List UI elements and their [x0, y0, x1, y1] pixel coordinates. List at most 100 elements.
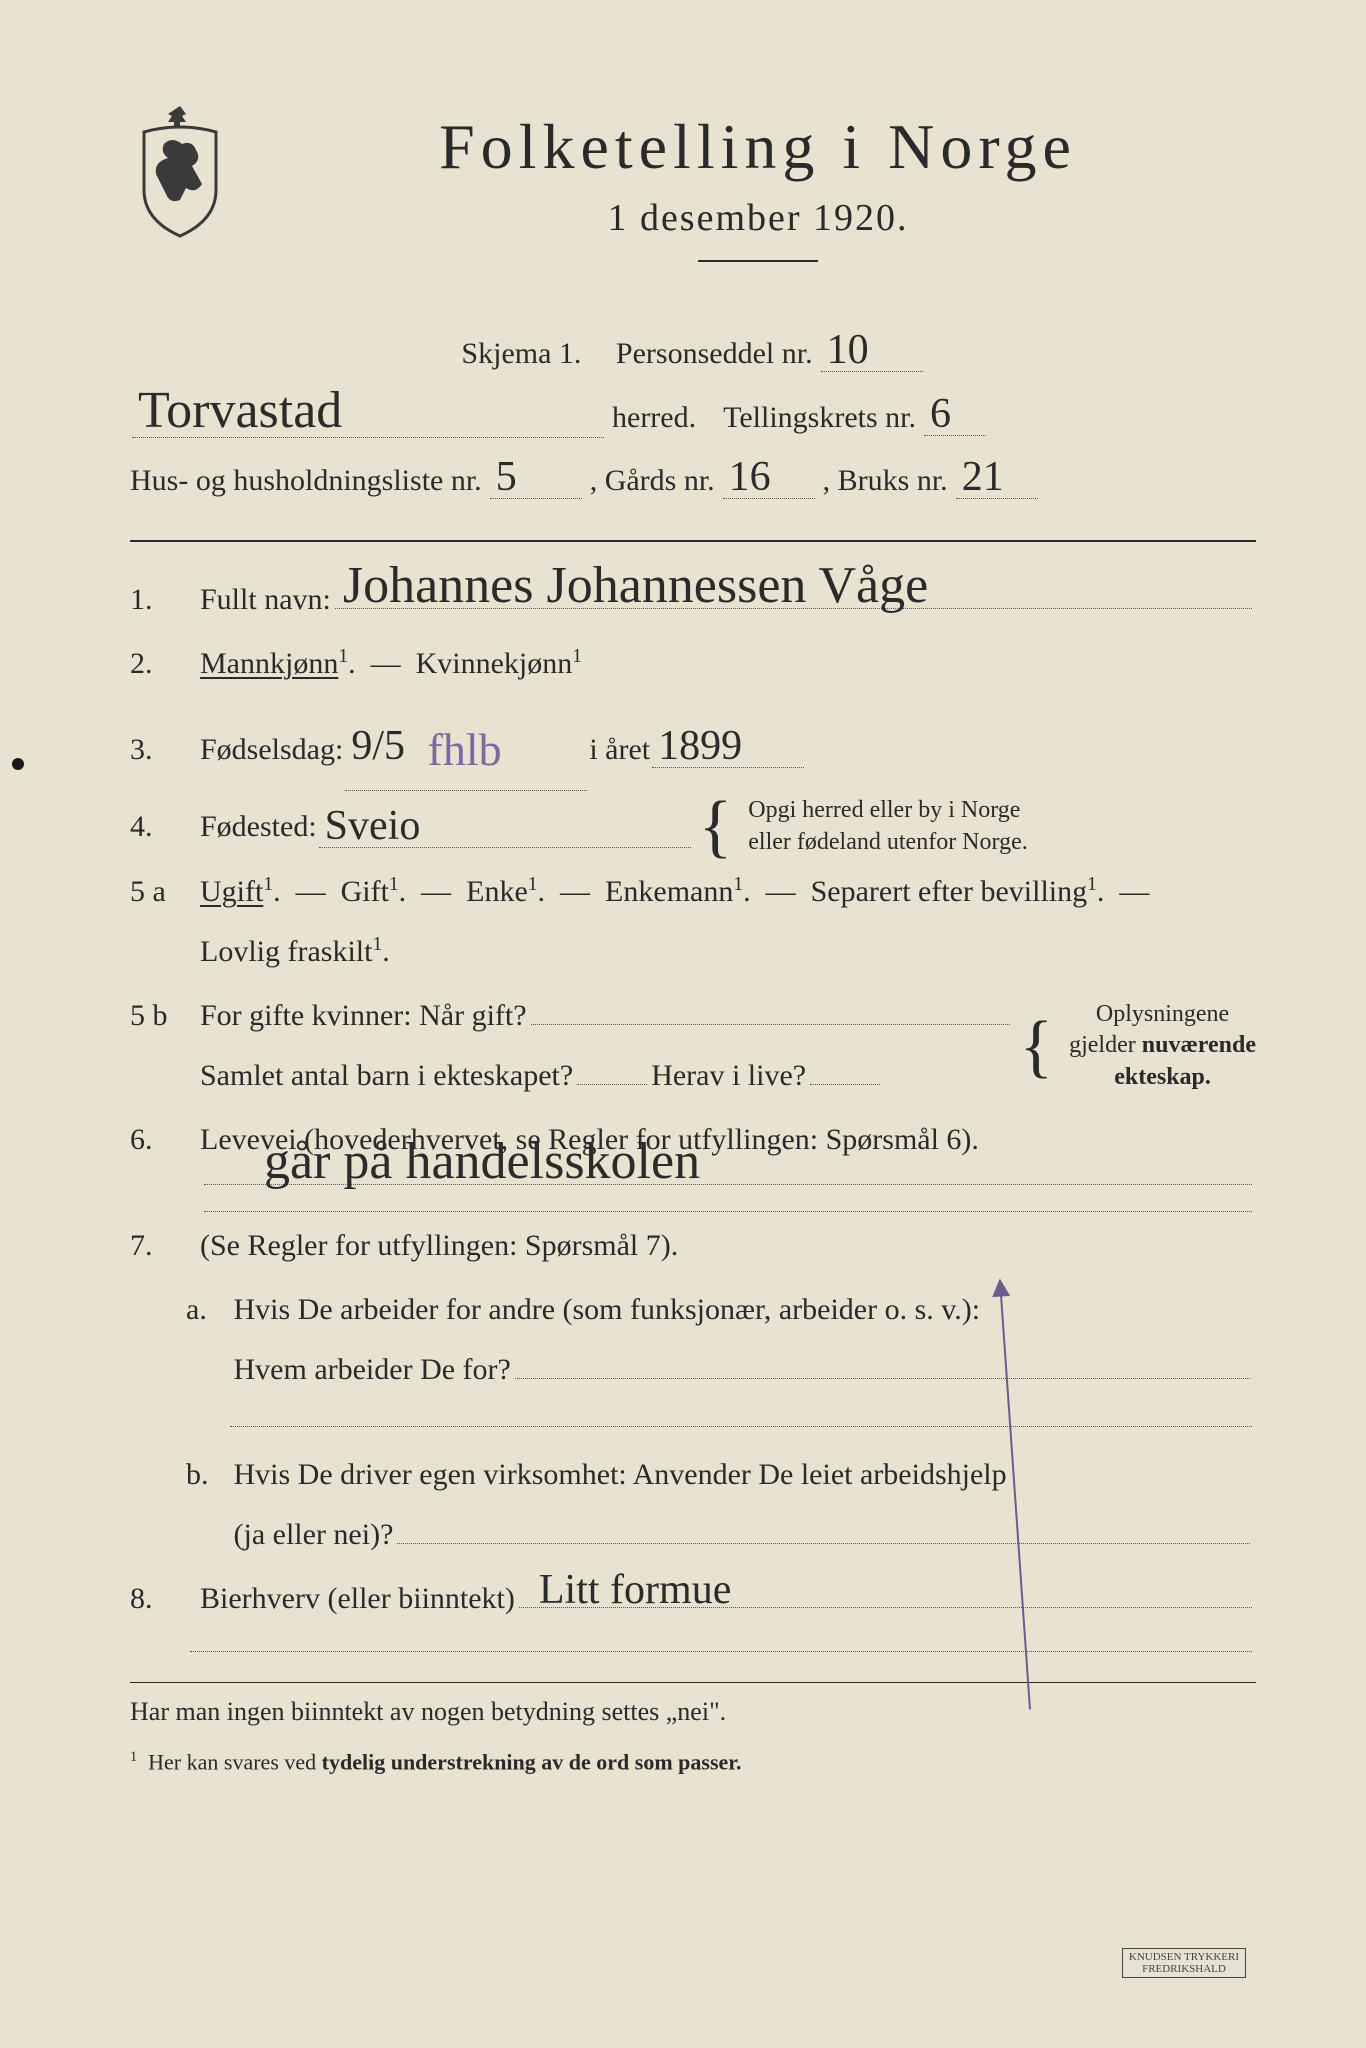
- personseddel-label: Personseddel nr.: [616, 322, 813, 385]
- tellingskrets-nr: 6: [930, 393, 951, 435]
- q8-field-2: [190, 1651, 1252, 1652]
- q6-value: går på handelsskolen: [264, 1136, 700, 1188]
- bruks-nr: 21: [962, 456, 1004, 498]
- q5b-note1: Oplysningene: [1096, 1001, 1229, 1027]
- personseddel-nr: 10: [827, 329, 869, 371]
- q7b: b. Hvis De driver egen virksomhet: Anven…: [186, 1445, 1256, 1565]
- tellingskrets-label: Tellingskrets nr.: [723, 386, 916, 449]
- q6-num: 6.: [130, 1110, 186, 1170]
- hus-nr: 5: [496, 456, 517, 498]
- hus-nr-field: 5: [490, 456, 582, 499]
- foot-instruction: Har man ingen biinntekt av nogen betydni…: [130, 1682, 1256, 1727]
- q7b-l2: (ja eller nei)?: [234, 1505, 394, 1565]
- q5a-ugift: Ugift: [200, 875, 263, 908]
- brace-icon-2: {: [1020, 1015, 1054, 1078]
- gards-nr: 16: [729, 456, 771, 498]
- q7-label: (Se Regler for utfyllingen: Spørsmål 7).: [200, 1229, 678, 1262]
- q7a-field-2: [230, 1426, 1252, 1427]
- q7-num: 7.: [130, 1216, 186, 1276]
- q3-label: Fødselsdag:: [200, 720, 343, 780]
- title-rule: [698, 260, 818, 262]
- q5b-l2a: Samlet antal barn i ekteskapet?: [200, 1046, 573, 1106]
- printer-stamp: KNUDSEN TRYKKERI FREDRIKSHALD: [1122, 1948, 1246, 1978]
- q3-year-label: i året: [589, 720, 650, 780]
- q7a-l2: Hvem arbeider De for?: [234, 1340, 511, 1400]
- q1: 1. Fullt navn: Johannes Johannessen Våge: [130, 570, 1256, 630]
- q4-note1: Opgi herred eller by i Norge: [748, 797, 1020, 823]
- q5a-gift: Gift: [341, 875, 389, 908]
- q8: 8. Bierhverv (eller biinntekt) Litt form…: [130, 1569, 1256, 1629]
- q5b-l2b: Herav i live?: [651, 1046, 806, 1106]
- q4-note: Opgi herred eller by i Norge eller fødel…: [748, 795, 1027, 857]
- title-block: Folketelling i Norge 1 desember 1920.: [260, 100, 1256, 292]
- main-title: Folketelling i Norge: [260, 110, 1256, 184]
- q4-note2: eller fødeland utenfor Norge.: [748, 829, 1027, 855]
- q8-field: Litt formue: [519, 1607, 1252, 1608]
- q5a-lovlig: Lovlig fraskilt: [200, 935, 372, 968]
- subtitle: 1 desember 1920.: [260, 196, 1256, 240]
- q3-num: 3.: [130, 720, 186, 780]
- q8-label: Bierhverv (eller biinntekt): [200, 1569, 515, 1629]
- crest-svg: [130, 100, 230, 240]
- q4-label: Fødested:: [200, 797, 317, 857]
- hus-label: Hus- og husholdningsliste nr.: [130, 449, 482, 512]
- q3-smudge: fhlb: [428, 704, 502, 796]
- gards-label: , Gårds nr.: [590, 449, 715, 512]
- q8-value: Litt formue: [539, 1569, 731, 1611]
- form-id-line: Skjema 1. Personseddel nr. 10: [130, 322, 1256, 385]
- q7b-field: [397, 1543, 1249, 1544]
- bruks-label: , Bruks nr.: [823, 449, 948, 512]
- q4-num: 4.: [130, 797, 186, 857]
- bruks-nr-field: 21: [956, 456, 1038, 499]
- herred-line: Torvastad herred. Tellingskrets nr. 6: [130, 385, 1256, 449]
- census-form-page: Folketelling i Norge 1 desember 1920. Sk…: [0, 0, 1366, 2048]
- q5a: 5 a Ugift1. — Gift1. — Enke1. — Enkemann…: [130, 862, 1256, 982]
- skjema-label: Skjema 1.: [461, 322, 581, 385]
- q3-day-field: 9/5 fhlb: [345, 698, 587, 791]
- q1-value: Johannes Johannessen Våge: [343, 560, 928, 612]
- q3-year: 1899: [658, 725, 742, 767]
- brace-icon: {: [699, 795, 733, 858]
- q2-kvinne: Kvinnekjønn: [416, 647, 573, 680]
- q5b-note2: gjelder nuværende: [1069, 1032, 1256, 1058]
- q5b-l1-field: [531, 1024, 1010, 1025]
- q5b-l1a: For gifte kvinner: Når gift?: [200, 986, 527, 1046]
- personseddel-nr-field: 10: [821, 329, 923, 372]
- q5b: 5 b For gifte kvinner: Når gift? Samlet …: [130, 986, 1256, 1106]
- q2: 2. Mannkjønn1. — Kvinnekjønn1: [130, 634, 1256, 694]
- tellingskrets-field: 6: [924, 393, 986, 436]
- q5b-note3: ekteskap.: [1114, 1064, 1211, 1090]
- stamp-line2: FREDRIKSHALD: [1142, 1963, 1226, 1975]
- q6-field-2: [204, 1211, 1252, 1212]
- q3-year-field: 1899: [652, 725, 804, 768]
- margin-dot: [12, 758, 24, 770]
- q7a: a. Hvis De arbeider for andre (som funks…: [186, 1280, 1256, 1427]
- herred-value: Torvastad: [138, 385, 342, 437]
- q7a-l1: Hvis De arbeider for andre (som funksjon…: [234, 1293, 981, 1326]
- footnote: 1 Her kan svares ved tydelig understrekn…: [130, 1749, 1256, 1775]
- q1-field: Johannes Johannessen Våge: [335, 608, 1252, 609]
- q5b-l2b-field: [810, 1084, 880, 1085]
- divider-1: [130, 540, 1256, 542]
- q5a-separert: Separert efter bevilling: [811, 875, 1088, 908]
- q6: 6. Levevei (hovederhvervet, se Regler fo…: [130, 1110, 1256, 1212]
- q5b-note: Oplysningene gjelder nuværende ekteskap.: [1069, 999, 1256, 1093]
- q5b-num: 5 b: [130, 986, 186, 1046]
- q2-num: 2.: [130, 634, 186, 694]
- q4-value: Sveio: [325, 805, 421, 847]
- q7b-l1: Hvis De driver egen virksomhet: Anvender…: [234, 1458, 1007, 1491]
- footnote-marker: 1: [130, 1749, 137, 1765]
- herred-field: Torvastad: [132, 385, 604, 438]
- q7a-letter: a.: [186, 1280, 226, 1340]
- q7: 7. (Se Regler for utfyllingen: Spørsmål …: [130, 1216, 1256, 1276]
- q1-num: 1.: [130, 570, 186, 630]
- q4-field: Sveio: [319, 805, 691, 848]
- q7a-field: [515, 1378, 1250, 1379]
- q8-line2: [186, 1651, 1256, 1652]
- q3: 3. Fødselsdag: 9/5 fhlb i året 1899: [130, 698, 1256, 791]
- footnote-text: Her kan svares ved tydelig understreknin…: [148, 1749, 741, 1774]
- q4: 4. Fødested: Sveio { Opgi herred eller b…: [130, 795, 1256, 858]
- header: Folketelling i Norge 1 desember 1920.: [130, 100, 1256, 292]
- stamp-line1: KNUDSEN TRYKKERI: [1129, 1951, 1239, 1963]
- q7b-letter: b.: [186, 1445, 226, 1505]
